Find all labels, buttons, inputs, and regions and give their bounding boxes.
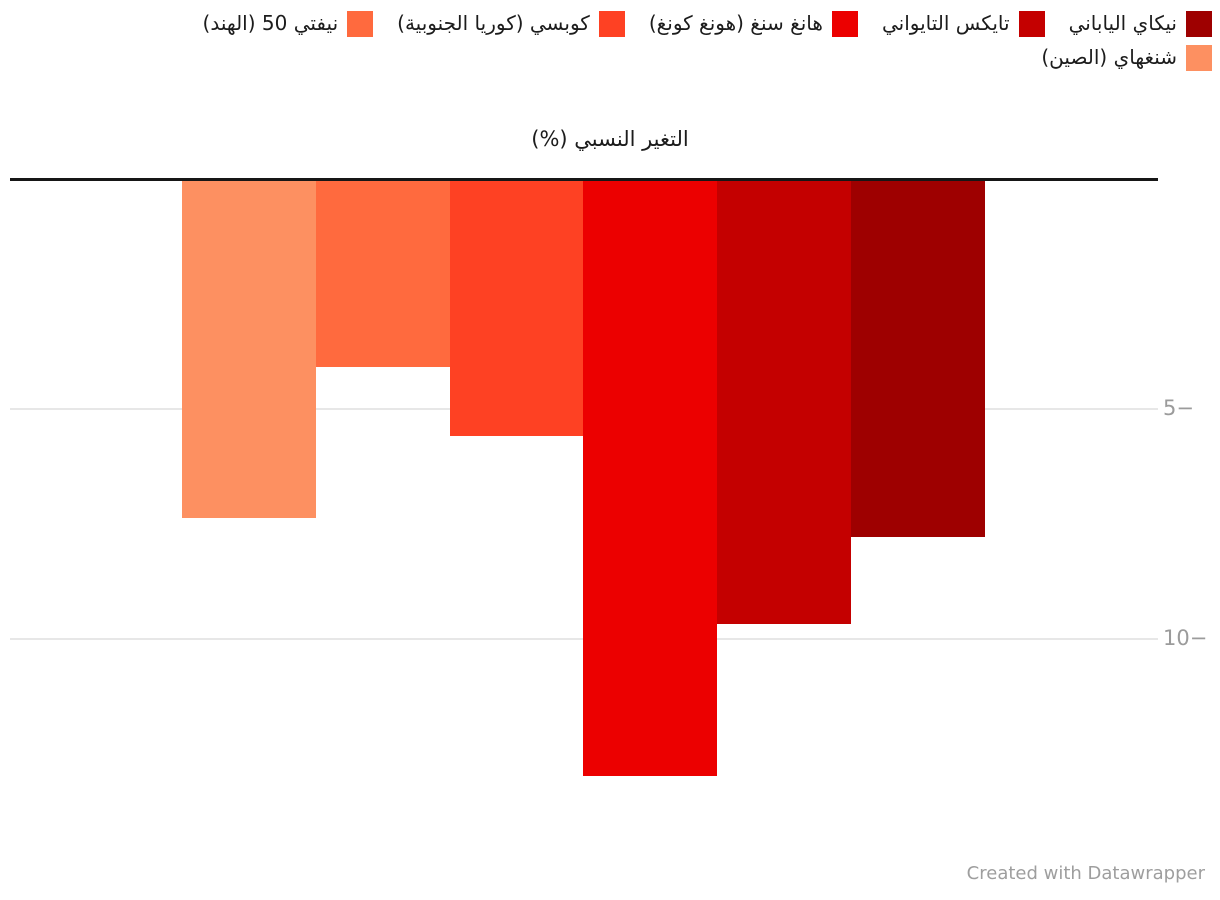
- legend-swatch-icon: [1186, 44, 1212, 71]
- legend-item: شنغهاي (الصين): [1041, 44, 1212, 71]
- axis-title: التغير النسبي (%): [531, 127, 689, 151]
- legend-row: شنغهاي (الصين): [1041, 44, 1212, 71]
- legend-item-label: شنغهاي (الصين): [1041, 45, 1177, 69]
- zero-baseline: [10, 178, 1158, 181]
- y-tick-label: 10−: [1163, 626, 1208, 650]
- legend-row: نيكاي الياباني تايكس التايواني هانغ سنغ (ه…: [203, 10, 1212, 37]
- legend-item: نيكاي الياباني: [1069, 10, 1212, 37]
- legend-swatch-icon: [347, 10, 374, 37]
- legend-item: كوبسي (كوريا الجنوبية): [397, 10, 625, 37]
- column-bar: [583, 181, 717, 776]
- legend-item-label: كوبسي (كوريا الجنوبية): [397, 11, 590, 35]
- credit-label[interactable]: Created with Datawrapper: [966, 863, 1205, 884]
- column-bar: [182, 181, 316, 519]
- legend-item-label: هانغ سنغ (هونغ كونغ): [648, 11, 823, 35]
- legend-item: نيفتي 50 (الهند): [203, 10, 374, 37]
- legend-item-label: نيكاي الياباني: [1068, 11, 1177, 35]
- legend-swatch-icon: [831, 10, 858, 37]
- legend-swatch-icon: [598, 10, 625, 37]
- y-tick-label: 5−: [1163, 396, 1194, 420]
- chart-legend: نيكاي الياباني تايكس التايواني هانغ سنغ (ه…: [203, 10, 1212, 71]
- column-bar: [851, 181, 985, 537]
- legend-item-label: تايكس التايواني: [881, 11, 1010, 35]
- legend-swatch-icon: [1186, 10, 1212, 37]
- column-bar: [717, 181, 851, 625]
- legend-item: هانغ سنغ (هونغ كونغ): [649, 10, 858, 37]
- legend-item: تايكس التايواني: [882, 10, 1045, 37]
- legend-item-label: نيفتي 50 (الهند): [202, 11, 339, 35]
- column-bar: [316, 181, 450, 367]
- column-bar: [450, 181, 583, 436]
- datawrapper-credit[interactable]: Created with Datawrapper: [967, 863, 1205, 884]
- legend-swatch-icon: [1018, 10, 1045, 37]
